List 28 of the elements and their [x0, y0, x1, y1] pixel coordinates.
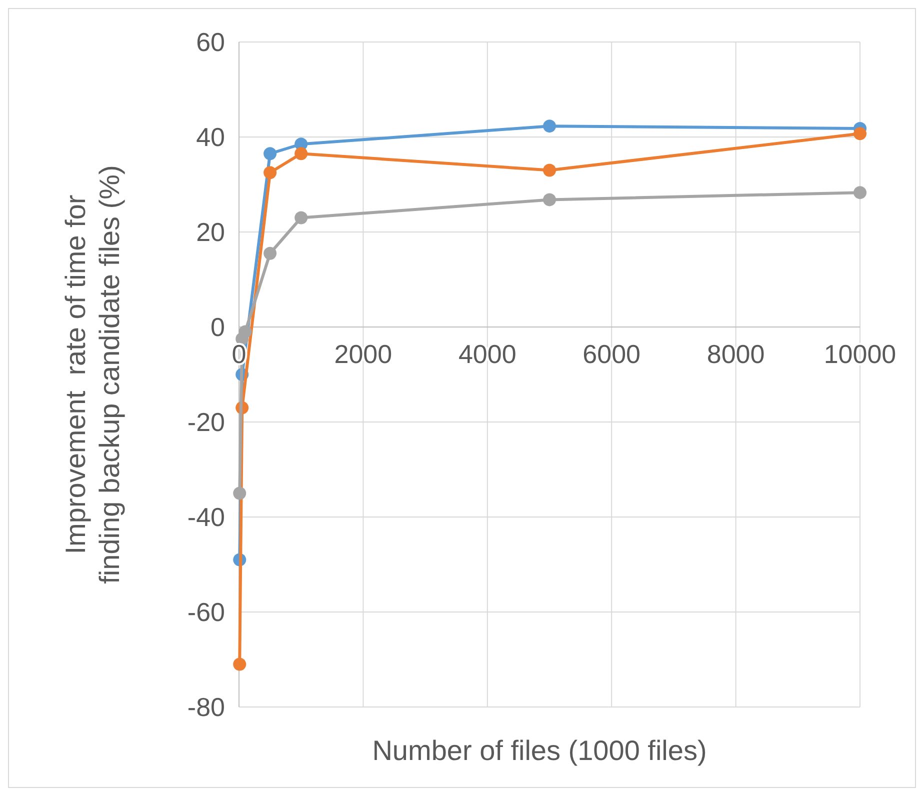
- x-tick-label: 6000: [582, 339, 641, 369]
- point: [543, 164, 556, 177]
- y-tick-label: 0: [210, 312, 225, 342]
- x-tick-label: 10000: [824, 339, 896, 369]
- y-tick-label: 60: [196, 27, 225, 57]
- y-tick-label: -80: [187, 692, 225, 722]
- point: [543, 193, 556, 206]
- point: [294, 147, 308, 160]
- point: [264, 246, 277, 260]
- y-tick-label: 20: [196, 217, 225, 247]
- x-tick-label: 4000: [458, 339, 516, 369]
- point: [543, 120, 556, 133]
- point: [233, 486, 246, 500]
- point: [854, 186, 866, 200]
- point: [238, 325, 252, 338]
- x-tick-label: 2000: [334, 339, 392, 369]
- point: [854, 127, 866, 140]
- y-tick-label: 40: [196, 122, 225, 152]
- point: [264, 166, 277, 180]
- y-axis-title: Improvement rate of time for finding backup candidate files (%): [60, 165, 125, 584]
- y-tick-label: -40: [187, 502, 225, 532]
- x-tick-label: 8000: [706, 339, 765, 369]
- point: [294, 211, 308, 224]
- x-axis-title: Number of files (1000 files): [372, 735, 707, 766]
- y-tick-label: -20: [187, 407, 225, 437]
- point: [264, 147, 277, 160]
- y-tick-label: -60: [187, 597, 225, 627]
- point: [233, 658, 246, 671]
